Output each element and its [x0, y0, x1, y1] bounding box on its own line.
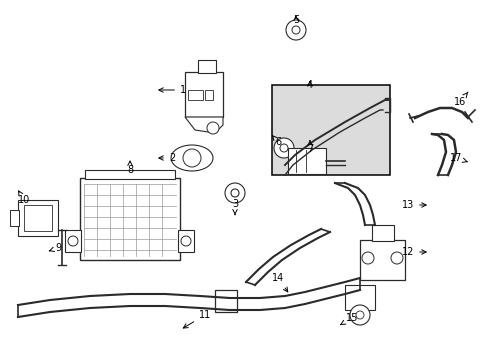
Text: 1: 1 [159, 85, 185, 95]
Text: 9: 9 [49, 243, 61, 253]
Text: 6: 6 [272, 135, 281, 147]
Circle shape [355, 311, 363, 319]
Circle shape [181, 236, 191, 246]
Bar [215, 290, 237, 312]
Circle shape [280, 144, 287, 152]
Bar [198, 60, 216, 73]
Circle shape [361, 252, 373, 264]
Text: 2: 2 [159, 153, 175, 163]
Text: 3: 3 [231, 199, 238, 215]
Text: 10: 10 [18, 191, 30, 205]
Bar [18, 200, 58, 236]
Ellipse shape [171, 145, 213, 171]
Polygon shape [184, 117, 223, 133]
Circle shape [291, 26, 299, 34]
Circle shape [224, 183, 244, 203]
Bar [85, 170, 175, 179]
Text: 15: 15 [340, 313, 357, 325]
Bar [65, 230, 81, 252]
Circle shape [206, 122, 219, 134]
Circle shape [273, 138, 293, 158]
Bar [178, 230, 194, 252]
Bar [80, 178, 180, 260]
Text: 17: 17 [449, 153, 467, 163]
Bar [345, 285, 374, 310]
Bar [10, 210, 19, 226]
Circle shape [183, 149, 201, 167]
Text: 14: 14 [271, 273, 287, 292]
Text: 16: 16 [453, 92, 467, 107]
Text: 12: 12 [401, 247, 425, 257]
Circle shape [68, 236, 78, 246]
Bar [287, 148, 325, 174]
Text: 8: 8 [127, 161, 133, 175]
Circle shape [349, 305, 369, 325]
Bar [24, 205, 52, 231]
Text: 7: 7 [306, 141, 312, 154]
Bar [184, 72, 223, 117]
Bar [204, 90, 213, 100]
Text: 13: 13 [401, 200, 425, 210]
Bar [359, 240, 404, 280]
Circle shape [230, 189, 239, 197]
Bar [371, 225, 393, 241]
Circle shape [285, 20, 305, 40]
Text: 4: 4 [306, 80, 312, 90]
Text: 11: 11 [183, 310, 211, 328]
Circle shape [390, 252, 402, 264]
Bar [271, 85, 389, 175]
Text: 5: 5 [292, 15, 299, 25]
Bar [187, 90, 203, 100]
